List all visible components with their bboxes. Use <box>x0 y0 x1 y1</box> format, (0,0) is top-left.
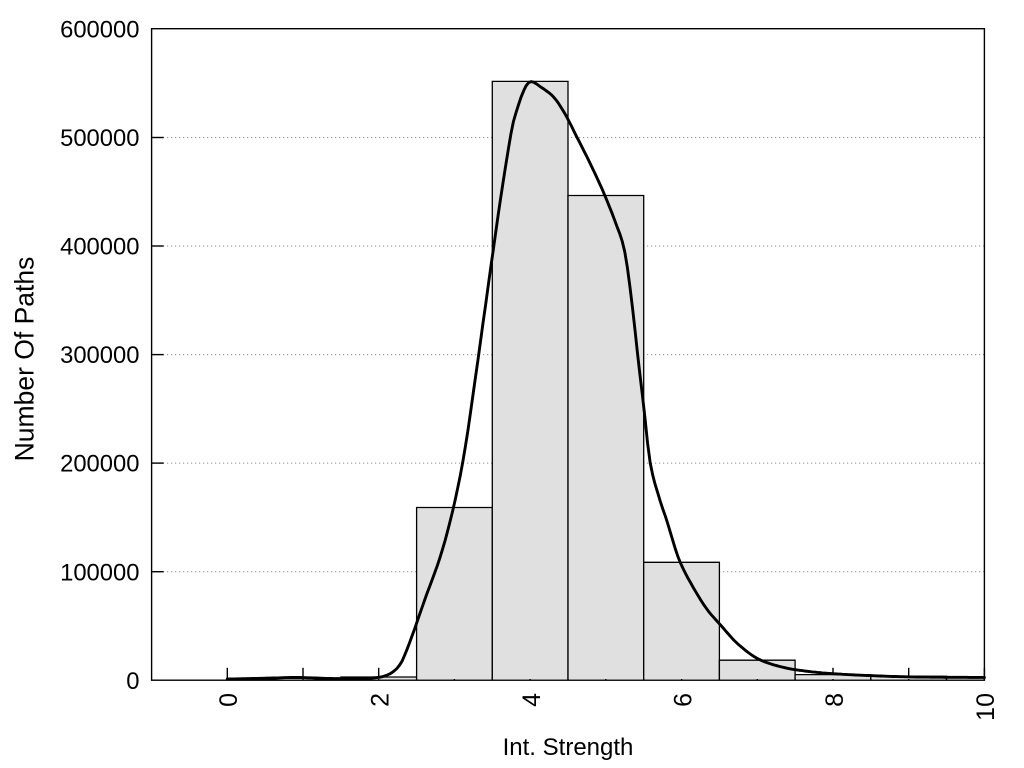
svg-text:400000: 400000 <box>60 234 139 261</box>
svg-text:0: 0 <box>215 693 243 707</box>
svg-text:Int. Strength: Int. Strength <box>503 734 634 761</box>
svg-text:8: 8 <box>821 693 849 707</box>
svg-text:600000: 600000 <box>60 17 139 44</box>
svg-text:6: 6 <box>669 693 697 707</box>
svg-text:0: 0 <box>126 668 139 695</box>
svg-text:Number Of Paths: Number Of Paths <box>10 257 40 462</box>
svg-text:10: 10 <box>972 693 1000 721</box>
svg-text:4: 4 <box>518 693 546 707</box>
svg-text:500000: 500000 <box>60 125 139 152</box>
svg-text:300000: 300000 <box>60 342 139 369</box>
svg-text:100000: 100000 <box>60 559 139 586</box>
svg-text:200000: 200000 <box>60 451 139 478</box>
svg-text:2: 2 <box>367 693 395 707</box>
